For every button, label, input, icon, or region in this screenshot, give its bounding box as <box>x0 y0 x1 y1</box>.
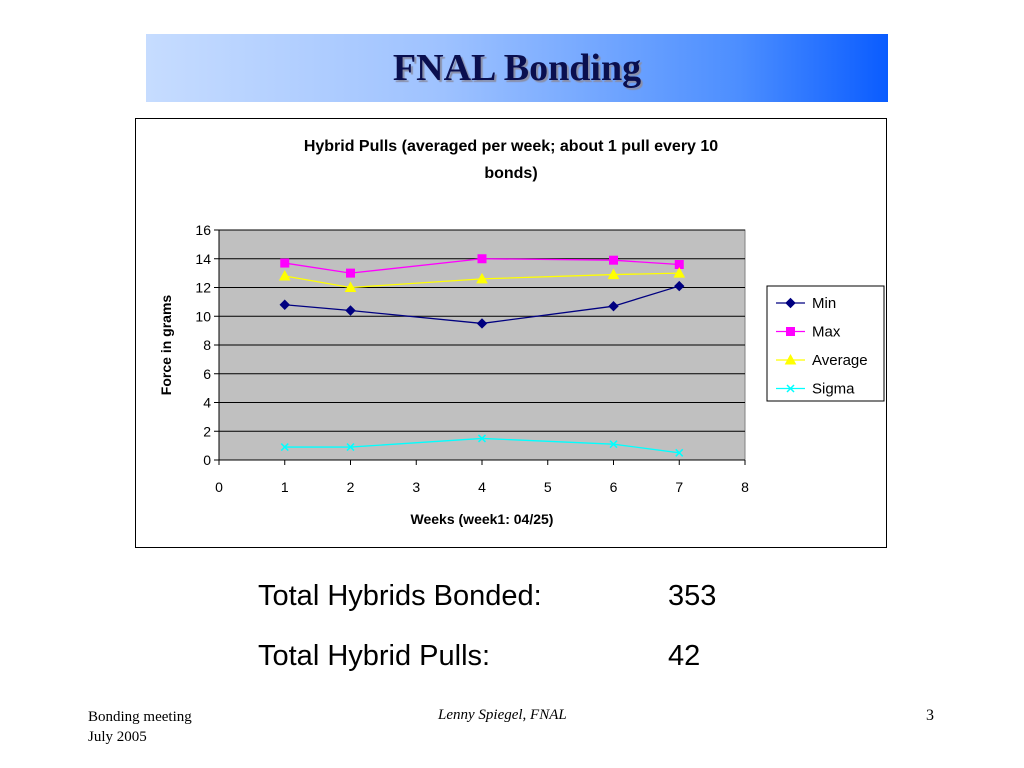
x-tick-label: 8 <box>741 479 749 495</box>
footer-meeting-date: July 2005 <box>88 729 147 745</box>
title-bar: FNAL Bonding <box>146 34 888 102</box>
x-tick-label: 0 <box>215 479 223 495</box>
legend-label-min: Min <box>812 295 836 312</box>
data-point-average <box>673 267 686 278</box>
legend-marker-min <box>785 297 796 309</box>
x-tick-label: 5 <box>544 479 552 495</box>
y-tick-label: 2 <box>203 423 211 439</box>
page-number: 3 <box>926 707 934 724</box>
stats-panel: Total Hybrids Bonded: 353 Total Hybrid P… <box>258 580 778 700</box>
data-point-sigma <box>280 443 289 452</box>
legend-marker-max <box>786 327 795 336</box>
data-point-max <box>609 255 618 265</box>
slide-title: FNAL Bonding <box>392 47 642 89</box>
data-point-sigma <box>346 443 355 452</box>
data-point-average <box>278 269 291 281</box>
stat-value: 353 <box>668 580 717 612</box>
data-point-average <box>344 281 357 292</box>
x-tick-label: 4 <box>478 479 486 495</box>
data-point-min <box>476 318 488 329</box>
data-point-min <box>279 299 290 310</box>
data-point-max <box>346 268 355 278</box>
legend-label-max: Max <box>812 324 841 341</box>
data-point-sigma <box>675 448 684 457</box>
x-tick-label: 6 <box>610 479 618 495</box>
chart-title-line1: Hybrid Pulls (averaged per week; about 1… <box>304 138 718 155</box>
legend <box>766 285 885 402</box>
data-point-average <box>476 272 488 284</box>
x-tick-label: 2 <box>347 479 355 495</box>
y-tick-label: 12 <box>195 280 211 296</box>
data-point-average <box>607 268 620 280</box>
legend-marker-average <box>784 353 797 365</box>
stat-label: Total Hybrids Bonded: <box>258 580 542 612</box>
x-tick-label: 3 <box>412 479 420 495</box>
x-axis-label: Weeks (week1: 04/25) <box>411 511 554 527</box>
y-tick-label: 16 <box>195 222 211 238</box>
data-point-min <box>608 300 619 312</box>
y-tick-label: 6 <box>203 366 211 382</box>
legend-marker-sigma <box>786 384 795 393</box>
y-tick-label: 0 <box>203 452 211 468</box>
data-point-sigma <box>477 434 487 443</box>
data-point-min <box>345 305 356 316</box>
legend-label-sigma: Sigma <box>812 381 855 398</box>
stat-value: 42 <box>668 640 701 672</box>
footer-meeting-info: Bonding meeting July 2005 <box>88 707 192 747</box>
x-tick-label: 1 <box>281 479 289 495</box>
data-point-min <box>674 280 685 292</box>
stat-row-hybrid-pulls: Total Hybrid Pulls: 42 <box>258 640 778 700</box>
y-tick-label: 10 <box>195 308 211 324</box>
legend-label-average: Average <box>812 352 868 369</box>
data-point-sigma <box>609 440 618 449</box>
footer-author: Lenny Spiegel, FNAL <box>438 707 567 723</box>
y-axis-label: Force in grams <box>158 295 174 396</box>
data-point-max <box>280 258 290 268</box>
y-tick-label: 8 <box>203 337 211 353</box>
stat-label: Total Hybrid Pulls: <box>258 640 491 672</box>
footer-meeting-name: Bonding meeting <box>88 709 192 725</box>
chart-frame: Hybrid Pulls (averaged per week; about 1… <box>135 118 887 548</box>
y-tick-label: 4 <box>203 395 211 411</box>
chart-title-line2: bonds) <box>484 165 537 182</box>
x-tick-label: 7 <box>675 479 683 495</box>
y-tick-label: 14 <box>195 251 211 267</box>
stat-row-hybrids-bonded: Total Hybrids Bonded: 353 <box>258 580 778 640</box>
data-point-max <box>477 254 487 264</box>
chart: Hybrid Pulls (averaged per week; about 1… <box>158 138 885 527</box>
